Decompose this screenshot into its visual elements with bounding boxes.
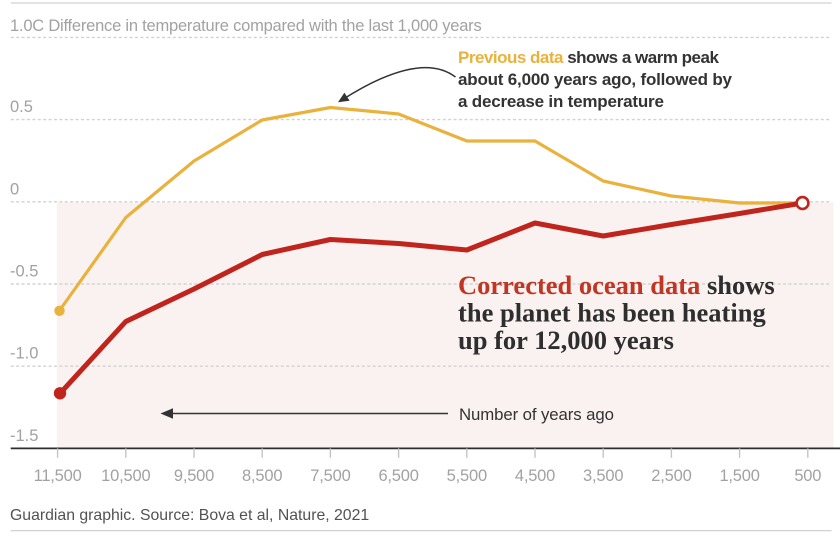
svg-text:0.5: 0.5 [10,98,33,116]
svg-text:about 6,000 years ago, followe: about 6,000 years ago, followed by [458,70,733,89]
svg-text:1.0C Difference in temperature: 1.0C Difference in temperature compared … [10,17,481,35]
svg-text:9,500: 9,500 [174,467,214,485]
svg-text:the planet has been heating: the planet has been heating [458,297,766,327]
svg-text:Guardian graphic. Source: Bova: Guardian graphic. Source: Bova et al, Na… [10,507,369,524]
svg-text:0: 0 [10,180,19,198]
svg-text:Number of years ago: Number of years ago [459,405,614,424]
svg-text:Previous data shows a warm pea: Previous data shows a warm peak [458,48,719,67]
svg-text:7,500: 7,500 [310,467,350,485]
svg-text:Corrected ocean data shows: Corrected ocean data shows [458,270,775,300]
svg-text:4,500: 4,500 [515,467,555,485]
svg-text:-0.5: -0.5 [10,263,38,281]
svg-text:1,500: 1,500 [719,467,759,485]
svg-text:5,500: 5,500 [447,467,487,485]
svg-text:6,500: 6,500 [378,467,418,485]
svg-text:500: 500 [794,467,821,485]
svg-text:11,500: 11,500 [34,467,82,485]
svg-text:3,500: 3,500 [583,467,623,485]
svg-text:-1.5: -1.5 [10,427,38,445]
svg-text:a decrease in temperature: a decrease in temperature [458,92,664,111]
svg-text:10,500: 10,500 [101,467,150,485]
svg-text:8,500: 8,500 [242,467,282,485]
svg-text:up for 12,000 years: up for 12,000 years [458,325,674,355]
svg-text:-1.0: -1.0 [10,345,38,363]
svg-text:2,500: 2,500 [651,467,691,485]
